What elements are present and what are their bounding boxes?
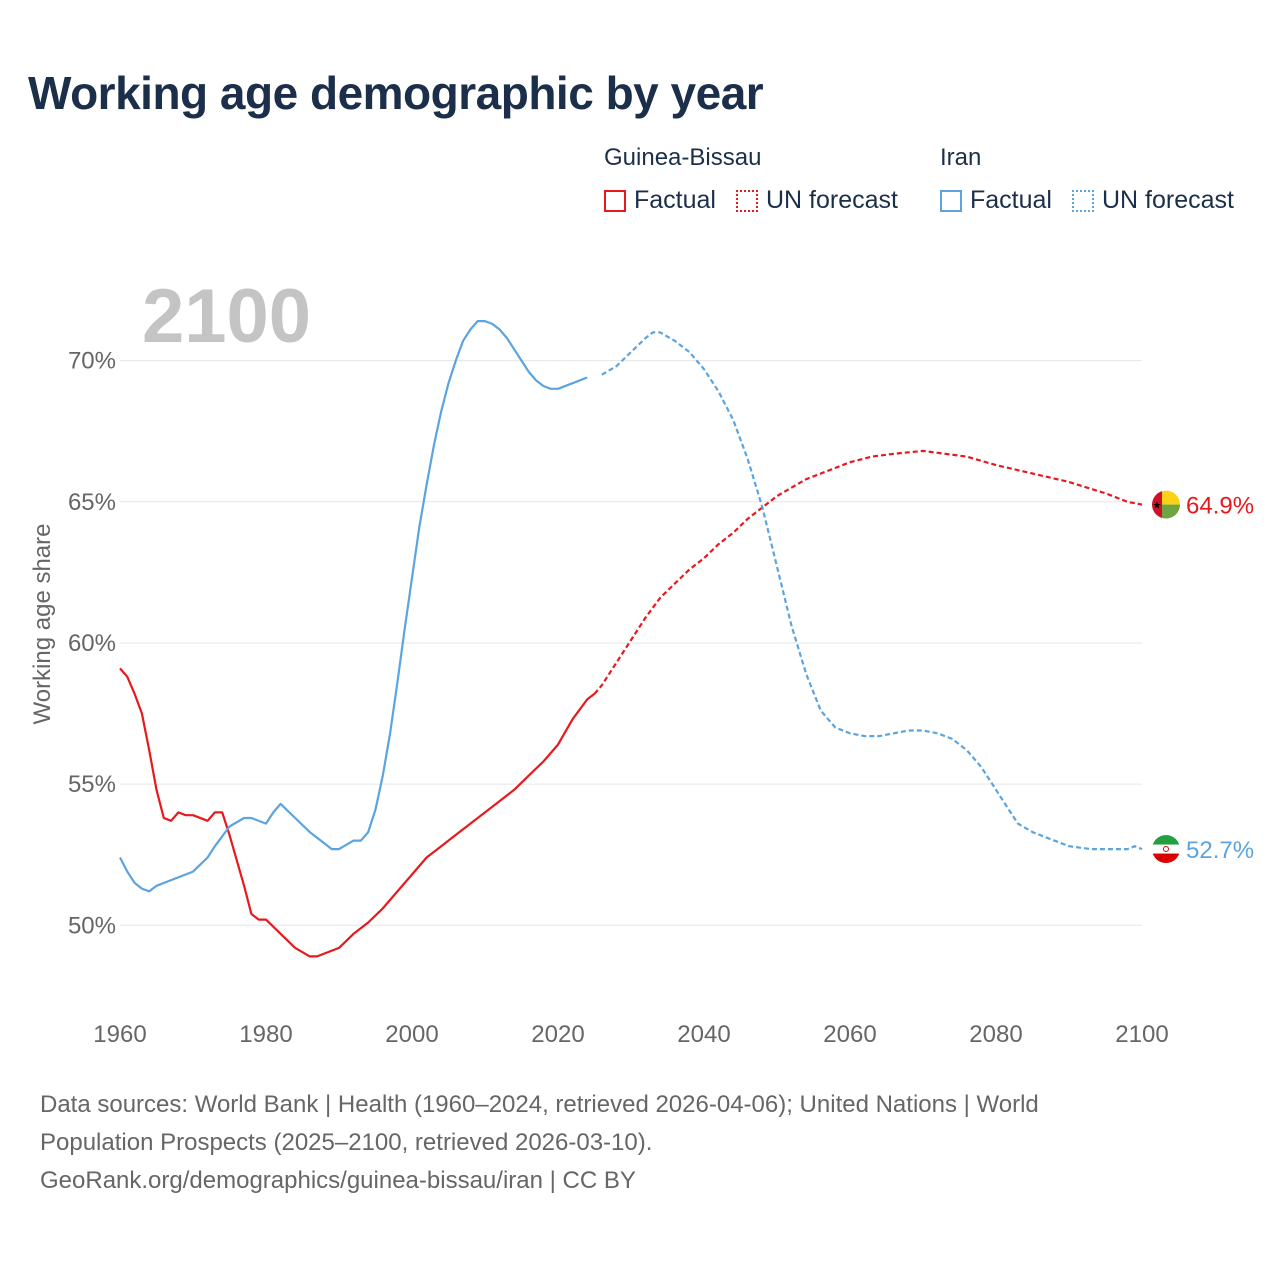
legend-label-factual: Factual bbox=[634, 186, 716, 214]
line-chart: 2100 50% 55% 60% 65% 70% 1960 1980 2000 2020 204… bbox=[29, 274, 1254, 1048]
y-tick-label: 55% bbox=[68, 771, 116, 798]
y-axis-label: Working age share bbox=[29, 524, 56, 725]
legend-country-iran: Iran bbox=[940, 144, 982, 171]
sources-line-1: Data sources: World Bank | Health (1960–… bbox=[40, 1091, 1039, 1118]
chart-title: Working age demographic by year bbox=[28, 67, 764, 119]
end-markers: ★ 64.9% 52.7% bbox=[1152, 490, 1254, 864]
svg-text:★: ★ bbox=[1153, 501, 1162, 512]
sources-line-3[interactable]: GeoRank.org/demographics/guinea-bissau/i… bbox=[40, 1167, 636, 1194]
y-tick-label: 50% bbox=[68, 912, 116, 939]
x-tick-label: 1960 bbox=[93, 1021, 146, 1048]
legend-label-forecast: UN forecast bbox=[1101, 186, 1234, 214]
data-sources: Data sources: World Bank | Health (1960–… bbox=[40, 1086, 1180, 1200]
y-tick-label: 70% bbox=[68, 348, 116, 375]
x-tick-label: 2040 bbox=[677, 1021, 730, 1048]
legend-swatch-solid bbox=[604, 189, 626, 212]
legend-group-guinea-bissau: Guinea-Bissau Factual UN forecast bbox=[604, 144, 918, 215]
legend-item-iran-factual[interactable]: Factual bbox=[940, 186, 1052, 215]
flag-icon-iran bbox=[1152, 835, 1180, 864]
end-label-iran: 52.7% bbox=[1186, 837, 1254, 864]
legend-swatch-dotted bbox=[735, 189, 758, 212]
y-axis-ticks: 50% 55% 60% 65% 70% bbox=[68, 348, 116, 940]
series-line-guinea-bissau-factual[interactable] bbox=[119, 667, 596, 958]
x-tick-label: 1980 bbox=[239, 1021, 292, 1048]
legend-label-forecast: UN forecast bbox=[765, 186, 898, 214]
x-tick-label: 2100 bbox=[1115, 1021, 1168, 1048]
legend-item-guinea-bissau-factual[interactable]: Factual bbox=[604, 186, 716, 215]
year-watermark: 2100 bbox=[142, 274, 311, 359]
gridlines bbox=[120, 360, 1142, 926]
x-tick-label: 2060 bbox=[823, 1021, 876, 1048]
legend-label-factual: Factual bbox=[970, 186, 1052, 214]
flag-icon-guinea-bissau: ★ bbox=[1152, 490, 1180, 519]
series-line-iran-forecast[interactable] bbox=[601, 331, 1143, 851]
x-tick-label: 2080 bbox=[969, 1021, 1022, 1048]
legend-country-guinea-bissau: Guinea-Bissau bbox=[604, 144, 762, 171]
legend-group-iran: Iran Factual UN forecast bbox=[940, 144, 1234, 215]
x-axis-ticks: 1960 1980 2000 2020 2040 2060 2080 2100 bbox=[93, 1021, 1168, 1048]
series-line-guinea-bissau-forecast[interactable] bbox=[593, 449, 1143, 695]
series-line-iran-factual[interactable] bbox=[119, 320, 588, 893]
legend-item-guinea-bissau-forecast[interactable]: UN forecast bbox=[735, 186, 898, 215]
legend-swatch-solid bbox=[940, 189, 962, 212]
x-tick-label: 2020 bbox=[531, 1021, 584, 1048]
end-label-guinea-bissau: 64.9% bbox=[1186, 493, 1254, 520]
y-tick-label: 65% bbox=[68, 489, 116, 516]
x-tick-label: 2000 bbox=[385, 1021, 438, 1048]
sources-line-2: Population Prospects (2025–2100, retriev… bbox=[40, 1129, 653, 1156]
legend-item-iran-forecast[interactable]: UN forecast bbox=[1071, 186, 1234, 215]
legend-swatch-dotted bbox=[1071, 189, 1094, 212]
y-tick-label: 60% bbox=[68, 630, 116, 657]
series bbox=[119, 320, 1143, 958]
